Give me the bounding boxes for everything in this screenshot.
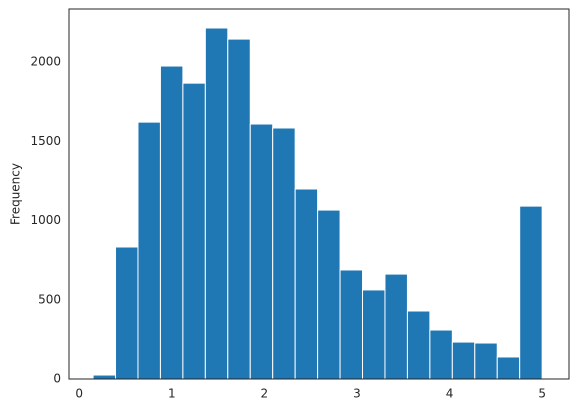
bar: [249, 123, 274, 380]
x-tick-label: 2: [261, 387, 269, 401]
x-tick-label: 4: [446, 387, 454, 401]
x-tick-label: 0: [75, 387, 83, 401]
bar: [519, 205, 543, 380]
bar: [429, 329, 453, 380]
bar: [92, 374, 117, 380]
bar: [182, 82, 206, 380]
bar: [362, 289, 386, 380]
bar: [294, 188, 319, 380]
bar: [227, 38, 251, 380]
bar: [496, 356, 521, 380]
bar: [317, 209, 341, 380]
y-tick-label: 1500: [30, 134, 61, 148]
y-tick-label: 500: [38, 292, 61, 306]
bar: [384, 273, 408, 380]
bar: [272, 127, 296, 380]
x-tick-label: 5: [538, 387, 546, 401]
bar: [451, 341, 476, 380]
bar: [159, 65, 184, 380]
y-tick-label: 1000: [30, 213, 61, 227]
y-tick-label: 0: [53, 372, 61, 386]
y-axis-label: Frequency: [9, 163, 23, 225]
bar: [406, 310, 431, 380]
x-tick-label: 1: [168, 387, 176, 401]
bar: [474, 342, 498, 380]
bar: [339, 269, 364, 380]
bar: [137, 121, 161, 380]
plot-frame: [68, 8, 570, 380]
bar: [115, 246, 139, 380]
x-tick-label: 3: [353, 387, 361, 401]
y-tick-label: 2000: [30, 55, 61, 69]
bar: [204, 27, 229, 380]
